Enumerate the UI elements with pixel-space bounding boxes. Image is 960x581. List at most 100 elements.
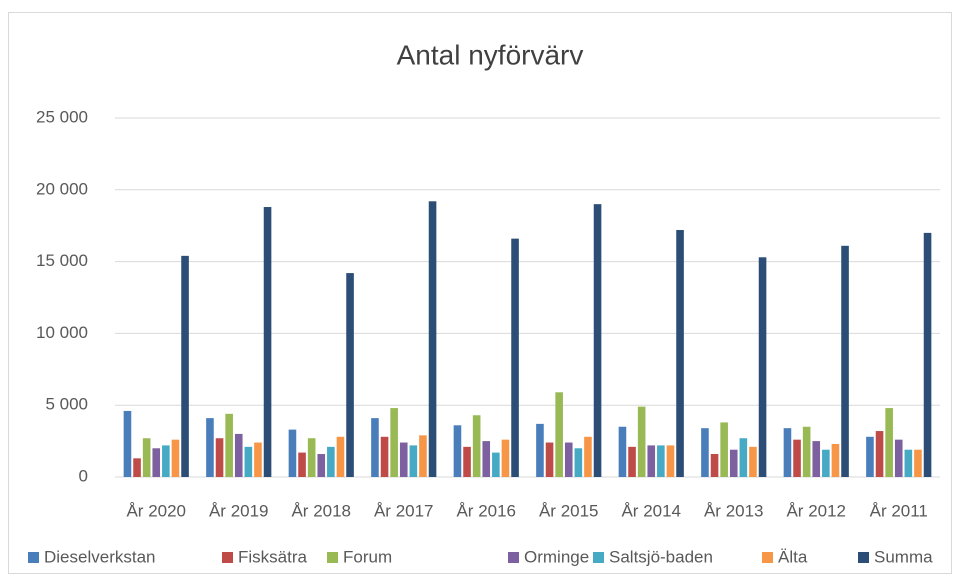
legend-label: Saltsjö-baden [609,547,713,566]
x-tick-label: År 2016 [456,501,516,520]
bar [409,445,418,477]
bar [133,458,141,477]
legend-swatch [28,552,39,563]
bar [593,204,602,477]
bar [637,406,646,477]
bar [263,207,272,478]
bar [657,445,665,477]
bar [390,408,398,477]
bar [327,446,335,477]
bar [482,441,491,477]
bar [501,439,510,477]
x-tick-label: År 2017 [374,501,434,520]
bar [346,273,354,477]
bar [288,429,297,477]
bar [676,230,684,477]
x-tick-label: År 2018 [291,501,351,520]
bar [307,438,316,477]
bar [923,232,932,477]
bar [618,426,627,477]
bar [841,245,849,477]
bar [866,436,874,477]
y-tick-label: 5 000 [45,395,88,414]
y-tick-label: 15 000 [36,251,88,270]
bar [802,426,811,477]
legend-label: Fisksätra [238,547,308,566]
bar [701,428,709,477]
bar [206,418,214,477]
legend-swatch [593,552,604,563]
legend-label: Summa [874,547,933,566]
bar [463,446,471,477]
bar [720,422,728,477]
x-tick-label: År 2019 [209,501,269,520]
bar [171,439,180,477]
bar [380,436,389,477]
bar [729,449,738,477]
bar [555,392,563,477]
bar [162,445,170,477]
bar [371,418,379,477]
bar [511,238,519,477]
bar [666,445,675,477]
bar [317,454,326,477]
bar [142,438,151,477]
legend-swatch [508,552,519,563]
y-tick-label: 20 000 [36,179,88,198]
bar [453,425,462,477]
bar [123,410,132,477]
y-tick-label: 0 [79,466,88,485]
legend-swatch [858,552,869,563]
bar [812,441,821,477]
chart-title: Antal nyförvärv [397,39,584,70]
bar [783,428,792,477]
bar [215,438,224,477]
bar [472,415,481,477]
x-tick-label: År 2020 [126,501,186,520]
bar [419,435,427,477]
bar [758,257,767,477]
bar [628,446,636,477]
bar [793,439,801,477]
bar [152,448,161,477]
bar [254,442,262,477]
bar [904,449,913,477]
bar [647,445,656,477]
bar [492,452,500,477]
bar [822,449,830,477]
bar [564,442,573,477]
bar [574,448,583,477]
x-tick-label: År 2013 [704,501,764,520]
bar [584,436,592,477]
legend-label: Älta [778,547,808,566]
bar [428,201,437,477]
bar [710,454,719,477]
x-tick-label: År 2015 [539,501,599,520]
y-tick-label: 25 000 [36,107,88,126]
bar [298,452,306,477]
bar [831,443,840,477]
bar [914,449,922,477]
legend-swatch [222,552,233,563]
bar [399,442,408,477]
bar [181,255,189,477]
x-tick-label: År 2011 [870,501,928,520]
legend-label: Forum [343,547,392,566]
legend-label: Orminge [524,547,589,566]
bar [225,413,233,477]
legend-swatch [327,552,338,563]
bar [336,436,345,477]
bar [545,442,554,477]
legend-swatch [762,552,773,563]
bar [749,446,757,477]
bar [739,438,748,477]
y-tick-label: 10 000 [36,323,88,342]
bar [536,423,544,477]
bar [234,433,243,477]
bar [885,408,893,477]
bar [894,439,903,477]
x-tick-label: År 2014 [621,501,681,520]
x-tick-label: År 2012 [786,501,846,520]
legend-label: Dieselverkstan [44,547,156,566]
